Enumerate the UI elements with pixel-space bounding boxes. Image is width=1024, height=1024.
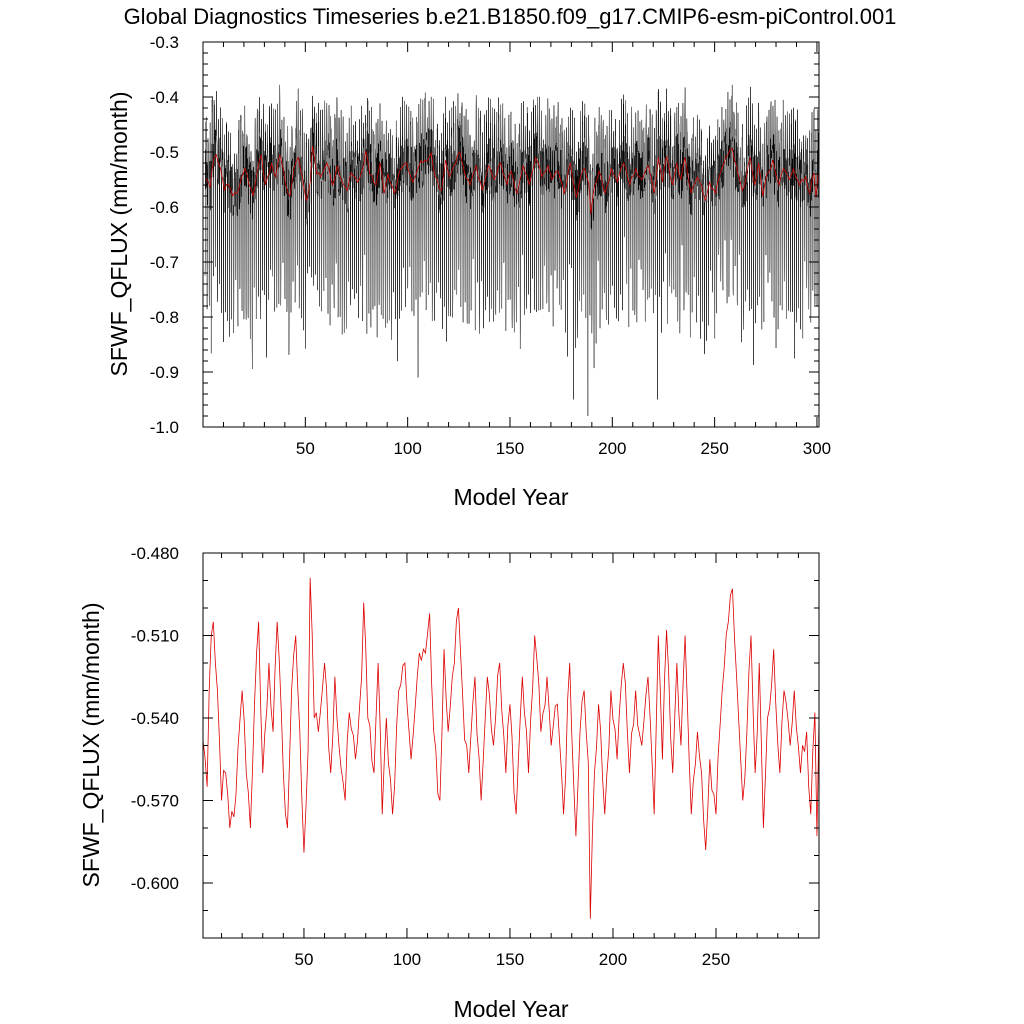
- panel-annual-x-tick-label: 200: [599, 950, 627, 969]
- panel-annual-y-tick-label: -0.480: [131, 544, 179, 563]
- panel-monthly-y-tick-label: -0.7: [150, 253, 179, 272]
- panel-annual-y-axis-title: SFWF_QFLUX (mm/month): [78, 603, 104, 888]
- panel-monthly-y-tick-label: -0.3: [150, 33, 179, 52]
- panel-annual-y-tick-label: -0.600: [131, 874, 179, 893]
- panel-monthly-x-tick-label: 200: [598, 439, 626, 458]
- panel-monthly-x-tick-label: 150: [496, 439, 524, 458]
- panel-monthly-x-tick-label: 50: [296, 439, 315, 458]
- panel-monthly-axes: 50 100 150 200 250 300 -0.3 -0.4 -0.5 -0.6 -0.7 -0.…: [150, 33, 831, 458]
- panel-monthly-x-tick-label: 250: [700, 439, 728, 458]
- panel-monthly-y-tick-label: -0.4: [150, 88, 179, 107]
- panel-annual-x-tick-label: 50: [294, 950, 313, 969]
- panel-monthly-series-group: [204, 84, 820, 417]
- panel-monthly-x-tick-label: 100: [393, 439, 421, 458]
- panel-monthly-y-tick-label: -1.0: [150, 418, 179, 437]
- panel-annual-axes: 50 100 150 200 250 -0.480 -0.510 -0.540 -0.570 -0…: [131, 544, 820, 969]
- panel-monthly-series-line: [204, 84, 820, 417]
- panel-monthly-y-tick-label: -0.6: [150, 198, 179, 217]
- panel-monthly-x-tick-label: 300: [803, 439, 831, 458]
- panel-annual-x-tick-label: 250: [702, 950, 730, 969]
- panel-monthly-annual-mean-line: [205, 145, 819, 215]
- panel-monthly-frame: [202, 41, 820, 428]
- panel-monthly-x-axis-title: Model Year: [453, 484, 568, 510]
- panel-annual-frame: [202, 552, 820, 939]
- panel-annual-y-tick-label: -0.510: [131, 627, 179, 646]
- panel-annual-y-tick-label: -0.570: [131, 792, 179, 811]
- panel-monthly-y-tick-label: -0.8: [150, 308, 179, 327]
- panel-annual: 50 100 150 200 250 -0.480 -0.510 -0.540 -0.570 -0…: [78, 544, 820, 1022]
- panel-annual-series-line: [202, 577, 820, 919]
- panel-monthly: 50 100 150 200 250 300 -0.3 -0.4 -0.5 -0.6 -0.7 -0.…: [106, 33, 831, 510]
- panel-annual-series-group: [202, 577, 820, 919]
- panel-annual-x-axis-title: Model Year: [453, 996, 568, 1022]
- figure-title: Global Diagnostics Timeseries b.e21.B185…: [124, 4, 897, 29]
- panel-monthly-y-tick-label: -0.9: [150, 363, 179, 382]
- panel-annual-x-tick-label: 150: [496, 950, 524, 969]
- panel-monthly-y-axis-title: SFWF_QFLUX (mm/month): [106, 92, 132, 377]
- panel-annual-x-tick-label: 100: [393, 950, 421, 969]
- panel-monthly-y-tick-label: -0.5: [150, 143, 179, 162]
- panel-annual-y-tick-label: -0.540: [131, 709, 179, 728]
